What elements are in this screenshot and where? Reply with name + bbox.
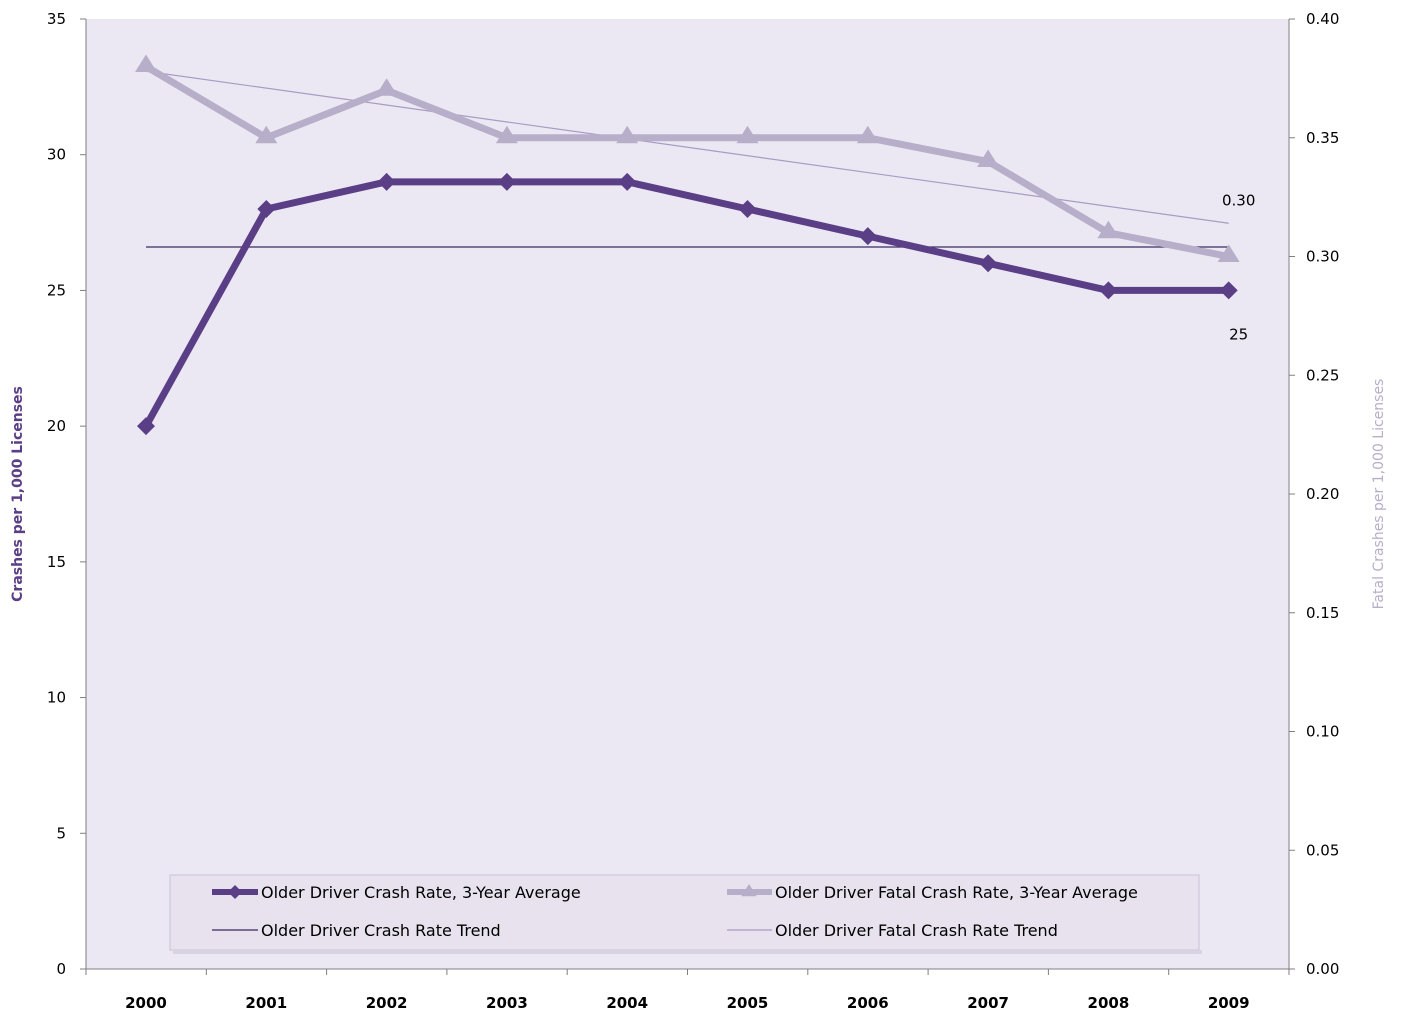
fatal-crash-rate-marker-2004 xyxy=(616,125,639,144)
right-tick-label: 0.25 xyxy=(1306,366,1339,384)
left-tick-label: 15 xyxy=(47,553,66,571)
legend-label-crash-trend: Older Driver Crash Rate Trend xyxy=(261,921,501,940)
legend-label-crash-rate: Older Driver Crash Rate, 3-Year Average xyxy=(261,883,581,902)
legend-box xyxy=(169,874,1200,951)
fatal-crash-rate-marker-2003 xyxy=(495,125,518,144)
right-tick-label: 0.05 xyxy=(1306,841,1339,859)
legend-marker-fatal-crash-rate xyxy=(741,884,757,897)
x-tick-label: 2006 xyxy=(847,994,889,1012)
legend-marker-crash-rate xyxy=(228,885,242,899)
left-tick-label: 0 xyxy=(56,960,66,978)
right-tick-label: 0.15 xyxy=(1306,604,1339,622)
fatal-crash-rate-marker-2000 xyxy=(135,54,157,72)
crash-rate-marker-2005 xyxy=(738,200,757,218)
crash-rate-marker-2006 xyxy=(858,227,877,246)
data-label: 0.30 xyxy=(1222,192,1255,210)
right-tick-label: 0.30 xyxy=(1306,248,1339,266)
x-tick-label: 2008 xyxy=(1088,994,1130,1012)
data-series xyxy=(135,54,1240,436)
fatal-crash-rate-marker-2007 xyxy=(977,149,1000,167)
data-label: 25 xyxy=(1229,325,1248,343)
crash-rate-marker-2003 xyxy=(497,172,516,191)
crash-rate-marker-2009 xyxy=(1219,281,1238,300)
x-tick-label: 2001 xyxy=(245,994,287,1012)
left-tick-label: 35 xyxy=(47,10,66,28)
legend-label-fatal-trend: Older Driver Fatal Crash Rate Trend xyxy=(775,921,1058,940)
x-tick-label: 2002 xyxy=(366,994,408,1012)
right-tick-label: 0.10 xyxy=(1306,723,1339,741)
x-tick-label: 2003 xyxy=(486,994,528,1012)
right-tick-label: 0.40 xyxy=(1306,10,1339,28)
data-labels: 250.30 xyxy=(1222,192,1255,344)
crash-rate-marker-2004 xyxy=(618,172,637,191)
left-tick-label: 25 xyxy=(47,281,66,299)
legend-shadow xyxy=(173,950,1202,954)
x-tick-label: 2009 xyxy=(1208,994,1250,1012)
fatal-crash-rate-marker-2002 xyxy=(375,78,398,96)
x-tick-label: 2004 xyxy=(606,994,648,1012)
x-tick-label: 2005 xyxy=(727,994,769,1012)
right-tick-label: 0.20 xyxy=(1306,485,1339,503)
crash-rate-marker-2001 xyxy=(257,200,276,218)
legend-label-fatal-crash-rate: Older Driver Fatal Crash Rate, 3-Year Av… xyxy=(775,883,1138,902)
crash-rate-marker-2002 xyxy=(377,172,396,191)
crash-rate-line xyxy=(142,178,1233,430)
fatal-crash-rate-marker-2008 xyxy=(1097,220,1120,239)
fatal-crash-rate-marker-2005 xyxy=(736,125,759,144)
crash-rate-marker-2008 xyxy=(1099,281,1118,300)
fatal-crash-rate-line xyxy=(142,63,1233,260)
left-axis-title: Crashes per 1,000 Licenses xyxy=(10,386,26,602)
right-axis-title: Fatal Crashes per 1,000 Licenses xyxy=(1371,379,1387,610)
plot-background xyxy=(86,19,1289,969)
right-tick-label: 0.00 xyxy=(1306,960,1339,978)
legend: Older Driver Crash Rate, 3-Year Average O… xyxy=(169,874,1202,954)
left-tick-label: 5 xyxy=(56,824,66,842)
axes: 0 5 10 15 20 25 30 35 0.00 0.05 0.10 0.15 0.20 0.25 0.… xyxy=(10,10,1387,1012)
fatal-crash-rate-marker-2001 xyxy=(255,125,278,144)
left-tick-label: 10 xyxy=(47,689,66,707)
fatal-crash-rate-marker-2006 xyxy=(856,125,879,144)
x-tick-label: 2007 xyxy=(967,994,1009,1012)
crash-rate-marker-2007 xyxy=(979,254,998,273)
left-tick-label: 30 xyxy=(47,146,66,164)
right-tick-label: 0.35 xyxy=(1306,129,1339,147)
crash-rate-marker-2000 xyxy=(137,417,155,436)
x-tick-label: 2000 xyxy=(125,994,167,1012)
fatal-crash-rate-marker-2009 xyxy=(1217,244,1240,262)
left-tick-label: 20 xyxy=(47,417,66,435)
